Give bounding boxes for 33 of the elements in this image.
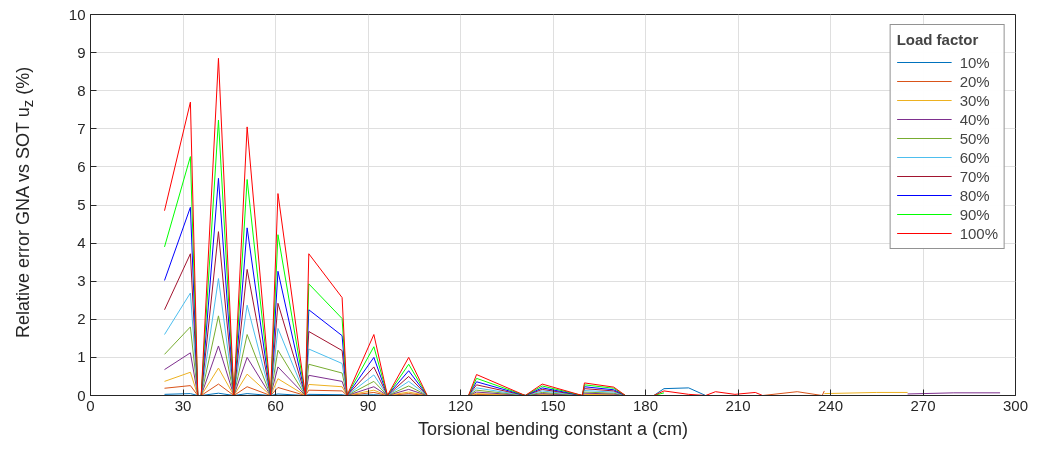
legend-label: 40%	[959, 110, 990, 128]
x-tick-label: 120	[447, 396, 474, 414]
y-tick-label: 4	[77, 234, 86, 252]
y-tick-label: 10	[68, 5, 86, 23]
legend-label: 100%	[959, 224, 998, 242]
legend-label: 60%	[959, 148, 990, 166]
y-tick-label: 7	[77, 119, 86, 137]
x-tick-label: 240	[817, 396, 844, 414]
x-tick-label: 90	[359, 396, 377, 414]
x-tick-label: 270	[910, 396, 936, 414]
legend-label: 10%	[959, 53, 990, 71]
y-tick-label: 2	[77, 310, 86, 328]
x-tick-label: 180	[632, 396, 659, 414]
y-tick-label: 3	[77, 272, 86, 290]
x-tick-label: 150	[540, 396, 566, 414]
legend-label: 90%	[959, 205, 990, 223]
y-tick-label: 1	[77, 348, 86, 366]
x-tick-label: 210	[725, 396, 751, 414]
line-series	[164, 57, 764, 396]
y-tick-label: 5	[77, 196, 86, 213]
legend-label: 20%	[959, 72, 990, 90]
legend-label: 70%	[959, 167, 990, 185]
legend-title: Load factor	[896, 31, 980, 48]
legend-label: 30%	[959, 91, 990, 109]
y-tick-label: 9	[77, 43, 86, 61]
y-tick-label: 6	[77, 157, 86, 175]
x-tick-label: 300	[1002, 396, 1029, 414]
legend-label: 50%	[959, 129, 990, 147]
legend-label: 80%	[959, 186, 990, 204]
x-tick-label: 60	[267, 396, 284, 414]
x-tick-label: 30	[174, 396, 192, 414]
y-tick-label: 8	[77, 81, 86, 99]
x-axis-title: Torsional bending constant a (cm)	[417, 418, 689, 439]
